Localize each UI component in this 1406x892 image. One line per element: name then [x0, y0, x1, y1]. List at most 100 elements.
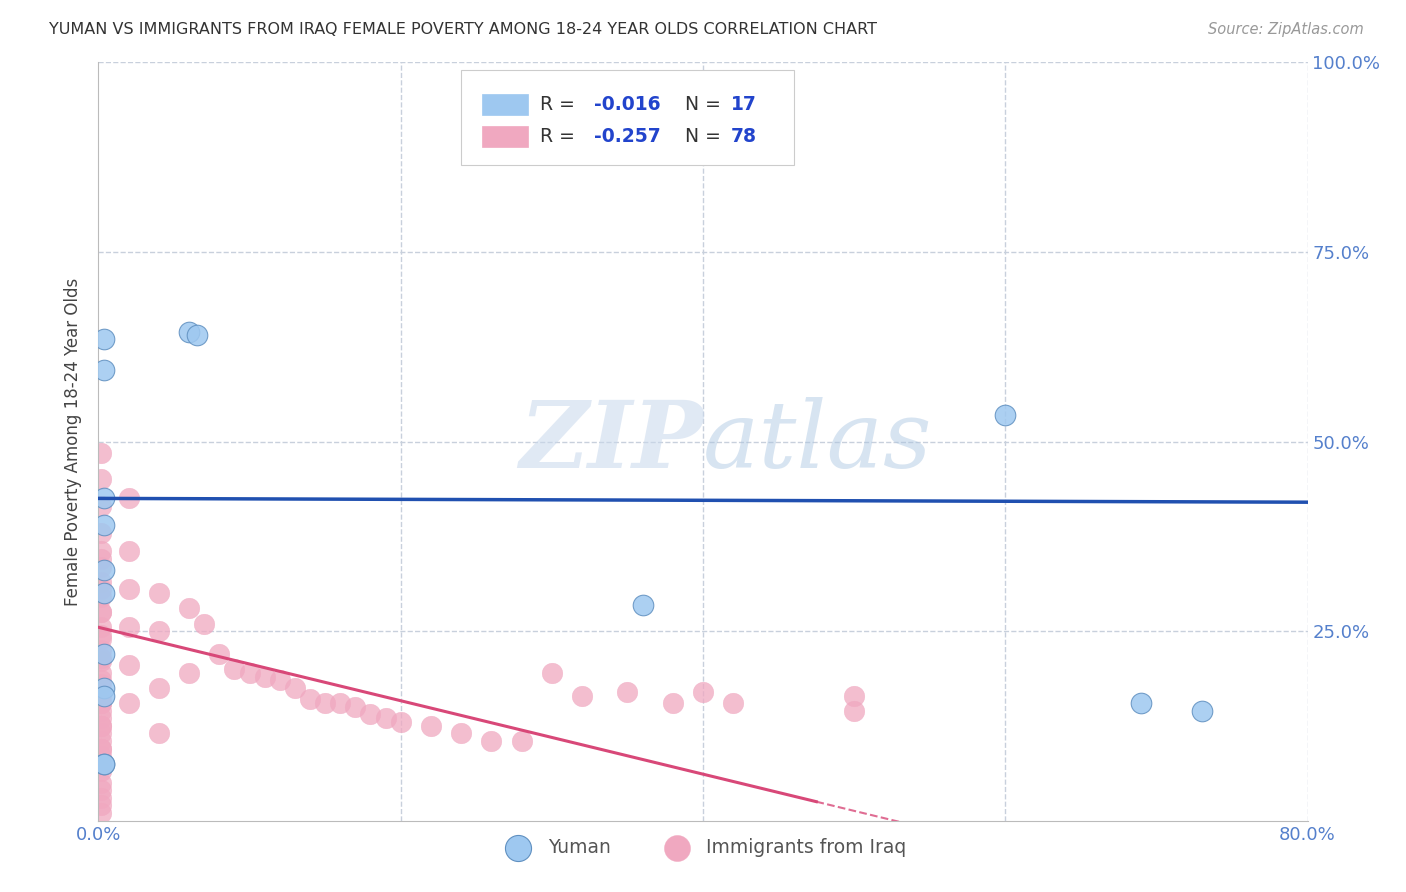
Point: [1191, 704, 1213, 718]
Point: [90, 544, 112, 558]
Point: [571, 689, 593, 703]
Point: [90, 719, 112, 733]
Point: [284, 681, 307, 695]
Point: [179, 325, 201, 339]
Point: [118, 696, 141, 710]
Point: [360, 707, 382, 722]
Point: [93, 332, 115, 346]
Text: -0.257: -0.257: [595, 128, 661, 146]
Text: 17: 17: [731, 95, 756, 113]
Point: [661, 696, 683, 710]
Point: [93, 681, 115, 695]
Point: [844, 689, 866, 703]
Bar: [482, 94, 527, 115]
Point: [90, 696, 112, 710]
Point: [90, 525, 112, 540]
Point: [90, 711, 112, 725]
Point: [374, 711, 396, 725]
Point: [692, 685, 714, 699]
Point: [90, 574, 112, 589]
Point: [90, 719, 112, 733]
Point: [90, 726, 112, 740]
Point: [93, 756, 115, 771]
Text: ZIP: ZIP: [519, 397, 703, 486]
Point: [299, 692, 322, 706]
Point: [93, 647, 115, 661]
Point: [148, 681, 170, 695]
Point: [179, 601, 201, 615]
Point: [631, 598, 654, 612]
Legend: Yuman, Immigrants from Iraq: Yuman, Immigrants from Iraq: [492, 830, 914, 864]
Point: [90, 764, 112, 779]
Point: [90, 749, 112, 764]
Point: [90, 628, 112, 642]
Point: [93, 517, 115, 532]
Point: [90, 696, 112, 710]
Text: -0.016: -0.016: [595, 95, 661, 113]
Text: 78: 78: [731, 128, 756, 146]
Point: [93, 564, 115, 578]
Y-axis label: Female Poverty Among 18-24 Year Olds: Female Poverty Among 18-24 Year Olds: [65, 277, 83, 606]
Point: [90, 605, 112, 619]
Point: [481, 734, 503, 748]
Point: [118, 658, 141, 673]
Point: [420, 719, 443, 733]
Point: [90, 605, 112, 619]
Point: [239, 665, 262, 680]
Point: [450, 726, 472, 740]
Point: [224, 662, 246, 676]
Point: [179, 665, 201, 680]
Point: [90, 446, 112, 460]
Point: [90, 704, 112, 718]
Point: [93, 689, 115, 703]
Point: [389, 715, 412, 730]
Point: [90, 559, 112, 574]
Point: [540, 665, 562, 680]
Text: Source: ZipAtlas.com: Source: ZipAtlas.com: [1208, 22, 1364, 37]
Point: [90, 783, 112, 797]
Point: [994, 408, 1017, 422]
Point: [269, 673, 291, 688]
Point: [90, 582, 112, 597]
Point: [93, 756, 115, 771]
Point: [118, 491, 141, 506]
Point: [616, 685, 638, 699]
Text: R =: R =: [540, 128, 575, 146]
Point: [90, 665, 112, 680]
Point: [90, 741, 112, 756]
Point: [93, 362, 115, 376]
Point: [344, 699, 367, 714]
Point: [90, 791, 112, 805]
Point: [510, 734, 533, 748]
Point: [90, 673, 112, 688]
Point: [90, 552, 112, 566]
Point: [93, 586, 115, 600]
Point: [90, 473, 112, 487]
Point: [90, 632, 112, 646]
Point: [118, 544, 141, 558]
Point: [118, 582, 141, 597]
Point: [90, 806, 112, 821]
Point: [90, 590, 112, 604]
Point: [329, 696, 352, 710]
Point: [90, 756, 112, 771]
Point: [90, 741, 112, 756]
Point: [90, 734, 112, 748]
Point: [90, 650, 112, 665]
Point: [723, 696, 745, 710]
Point: [148, 624, 170, 639]
Text: N =: N =: [685, 128, 721, 146]
Text: R =: R =: [540, 95, 575, 113]
Point: [186, 328, 208, 343]
Bar: [482, 126, 527, 147]
Point: [844, 704, 866, 718]
Point: [314, 696, 336, 710]
Point: [90, 677, 112, 691]
Point: [193, 616, 215, 631]
Point: [90, 655, 112, 669]
Point: [90, 643, 112, 657]
Point: [253, 669, 276, 683]
Point: [148, 586, 170, 600]
Point: [90, 689, 112, 703]
Text: N =: N =: [685, 95, 721, 113]
